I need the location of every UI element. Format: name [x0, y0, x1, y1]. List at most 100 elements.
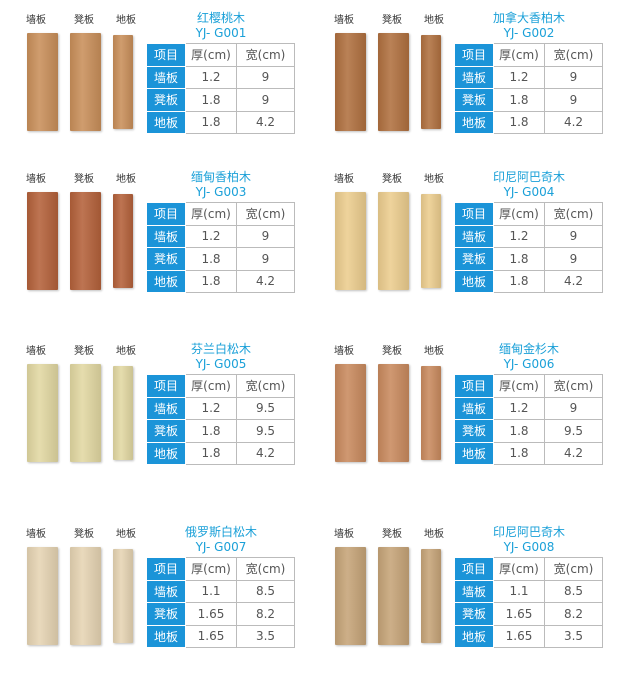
plank-label: 墙板: [26, 529, 46, 540]
product-code: YJ- G003: [195, 185, 247, 199]
spec-table: 项目 厚(cm) 宽(cm) 墙板 1.2 9 凳板 1.8 9 地板 1.8 4.2: [146, 43, 295, 134]
spec-table: 项目 厚(cm) 宽(cm) 墙板 1.2 9 凳板 1.8 9 地板 1.8 4.2: [146, 202, 295, 293]
header-width: 宽(cm): [236, 374, 295, 398]
row-label: 墙板: [454, 65, 494, 89]
table-row: 地板 1.8 4.2: [146, 110, 295, 134]
width-value: 9: [236, 65, 295, 89]
product-code: YJ- G001: [195, 26, 247, 40]
header-width: 宽(cm): [236, 202, 295, 226]
row-label: 墙板: [146, 224, 186, 248]
plank-label: 墙板: [334, 529, 354, 540]
thickness-value: 1.8: [493, 110, 545, 134]
product-card: 墙板 凳板 地板 加拿大香柏木 YJ- G002 项目 厚(cm) 宽(cm) 墙板 1.2 9 凳板…: [308, 5, 616, 173]
table-row: 地板 1.8 4.2: [146, 269, 295, 293]
width-value: 8.5: [544, 579, 603, 603]
product-name: 缅甸香柏木: [190, 170, 251, 184]
thickness-value: 1.8: [493, 269, 545, 293]
plank-label: 地板: [116, 346, 136, 357]
header-item: 项目: [454, 202, 494, 226]
thickness-value: 1.2: [185, 65, 237, 89]
stool-plank-image: [70, 547, 101, 645]
table-header-row: 项目 厚(cm) 宽(cm): [146, 557, 295, 581]
thickness-value: 1.8: [185, 419, 237, 443]
width-value: 9.5: [544, 419, 603, 443]
product-card: 墙板 凳板 地板 印尼阿巴奇木 YJ- G004 项目 厚(cm) 宽(cm) 墙板 1.2 9 凳板…: [308, 164, 616, 332]
product-title: 印尼阿巴奇木 YJ- G008: [458, 525, 600, 555]
thickness-value: 1.65: [493, 624, 545, 648]
thickness-value: 1.2: [493, 224, 545, 248]
width-value: 3.5: [236, 624, 295, 648]
product-card: 墙板 凳板 地板 芬兰白松木 YJ- G005 项目 厚(cm) 宽(cm) 墙板 1.2 9.5 凳…: [0, 336, 308, 504]
product-title: 缅甸金杉木 YJ- G006: [458, 342, 600, 372]
stool-plank-image: [378, 192, 409, 290]
plank-label: 地板: [424, 529, 444, 540]
width-value: 4.2: [236, 110, 295, 134]
plank-label: 地板: [116, 174, 136, 185]
plank-label: 墙板: [26, 346, 46, 357]
product-code: YJ- G007: [195, 540, 247, 554]
width-value: 9: [544, 65, 603, 89]
row-label: 墙板: [146, 579, 186, 603]
thickness-value: 1.2: [493, 396, 545, 420]
product-card: 墙板 凳板 地板 缅甸香柏木 YJ- G003 项目 厚(cm) 宽(cm) 墙板 1.2 9 凳板 1…: [0, 164, 308, 332]
plank-label: 地板: [424, 346, 444, 357]
table-row: 墙板 1.2 9: [146, 224, 295, 248]
width-value: 9: [544, 247, 603, 271]
wall-plank-image: [27, 364, 58, 462]
product-name: 俄罗斯白松木: [184, 525, 257, 539]
table-row: 地板 1.8 4.2: [146, 441, 295, 465]
thickness-value: 1.1: [493, 579, 545, 603]
product-title: 加拿大香柏木 YJ- G002: [458, 11, 600, 41]
product-name: 缅甸金杉木: [498, 342, 559, 356]
floor-plank-image: [113, 549, 133, 643]
row-label: 凳板: [454, 602, 494, 626]
plank-label: 墙板: [26, 174, 46, 185]
row-label: 墙板: [146, 65, 186, 89]
table-row: 墙板 1.2 9.5: [146, 396, 295, 420]
plank-label: 凳板: [382, 174, 402, 185]
header-width: 宽(cm): [236, 43, 295, 67]
header-item: 项目: [146, 557, 186, 581]
floor-plank-image: [421, 366, 441, 460]
row-label: 地板: [146, 269, 186, 293]
spec-table: 项目 厚(cm) 宽(cm) 墙板 1.1 8.5 凳板 1.65 8.2 地板 1.65 3.5: [454, 557, 603, 648]
plank-label: 地板: [116, 529, 136, 540]
width-value: 9: [544, 224, 603, 248]
width-value: 9: [544, 88, 603, 112]
thickness-value: 1.8: [185, 88, 237, 112]
spec-table: 项目 厚(cm) 宽(cm) 墙板 1.1 8.5 凳板 1.65 8.2 地板 1.65 3.5: [146, 557, 295, 648]
wall-plank-image: [27, 192, 58, 290]
thickness-value: 1.65: [185, 624, 237, 648]
floor-plank-image: [421, 35, 441, 129]
stool-plank-image: [378, 547, 409, 645]
product-name: 芬兰白松木: [190, 342, 251, 356]
stool-plank-image: [70, 192, 101, 290]
row-label: 地板: [146, 441, 186, 465]
plank-label: 墙板: [26, 15, 46, 26]
table-header-row: 项目 厚(cm) 宽(cm): [146, 202, 295, 226]
product-title: 印尼阿巴奇木 YJ- G004: [458, 170, 600, 200]
row-label: 地板: [454, 624, 494, 648]
width-value: 4.2: [236, 269, 295, 293]
plank-label: 凳板: [382, 15, 402, 26]
table-row: 墙板 1.2 9: [146, 65, 295, 89]
header-width: 宽(cm): [544, 557, 603, 581]
wall-plank-image: [335, 547, 366, 645]
width-value: 9: [236, 247, 295, 271]
row-label: 凳板: [146, 419, 186, 443]
width-value: 9: [236, 224, 295, 248]
row-label: 凳板: [454, 419, 494, 443]
table-row: 墙板 1.2 9: [454, 65, 603, 89]
thickness-value: 1.8: [493, 247, 545, 271]
floor-plank-image: [421, 549, 441, 643]
wall-plank-image: [335, 33, 366, 131]
thickness-value: 1.8: [185, 110, 237, 134]
table-row: 凳板 1.8 9: [146, 247, 295, 271]
header-thickness: 厚(cm): [493, 202, 545, 226]
header-item: 项目: [146, 43, 186, 67]
header-item: 项目: [146, 202, 186, 226]
product-card: 墙板 凳板 地板 俄罗斯白松木 YJ- G007 项目 厚(cm) 宽(cm) 墙板 1.1 8.5…: [0, 519, 308, 687]
table-row: 凳板 1.8 9.5: [454, 419, 603, 443]
product-code: YJ- G004: [503, 185, 555, 199]
thickness-value: 1.2: [185, 224, 237, 248]
